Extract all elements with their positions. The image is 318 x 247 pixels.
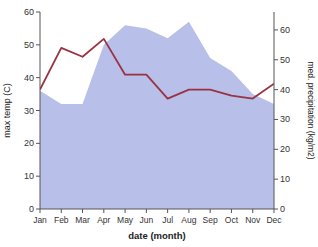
x-tick	[231, 209, 232, 213]
x-axis-label: date (month)	[128, 230, 186, 241]
y-tick	[36, 110, 40, 111]
chart: 0 10 20 30 40 50 60 0 10 20 30 40 50 60 Jan Feb Mar Apr Ma…	[0, 0, 318, 247]
y2-tick-label: 30	[280, 114, 290, 124]
x-tick-label: Dec	[266, 215, 282, 225]
y2-tick-label: 20	[280, 144, 290, 154]
x-tick	[103, 209, 104, 213]
y2-tick	[274, 29, 278, 30]
x-tick	[252, 209, 253, 213]
y2-axis-line	[274, 12, 275, 209]
background	[0, 0, 318, 247]
y-tick-label: 20	[24, 138, 34, 148]
x-tick-label: Jan	[33, 215, 47, 225]
y2-tick	[274, 179, 278, 180]
x-tick-label: Feb	[54, 215, 69, 225]
x-tick	[82, 209, 83, 213]
x-tick-label: Jul	[162, 215, 173, 225]
y2-tick	[274, 59, 278, 60]
y-tick-label: 0	[29, 204, 34, 214]
y2-tick-label: 0	[280, 204, 285, 214]
x-tick	[210, 209, 211, 213]
y-tick-label: 30	[24, 106, 34, 116]
y-tick	[36, 12, 40, 13]
x-tick-label: Sep	[203, 215, 218, 225]
x-tick	[274, 209, 275, 213]
x-tick	[61, 209, 62, 213]
x-axis-line	[40, 209, 274, 210]
y-tick-label: 60	[24, 7, 34, 17]
y2-tick-label: 50	[280, 55, 290, 65]
y-tick	[36, 77, 40, 78]
y-axis-line	[40, 12, 41, 209]
y2-tick	[274, 119, 278, 120]
y-tick-label: 10	[24, 171, 34, 181]
y2-axis-label: med. precipitation (kg/m2)	[306, 61, 316, 159]
y-tick	[36, 143, 40, 144]
x-tick-label: Aug	[181, 215, 196, 225]
y2-tick-label: 40	[280, 85, 290, 95]
y-tick-label: 50	[24, 40, 34, 50]
precip-line	[40, 39, 274, 99]
x-tick	[146, 209, 147, 213]
y2-tick	[274, 149, 278, 150]
x-tick-label: May	[117, 215, 134, 225]
plot-area	[40, 22, 274, 209]
y2-tick-label: 10	[280, 174, 290, 184]
y-tick	[36, 209, 40, 210]
temp-area	[40, 22, 274, 209]
x-tick	[125, 209, 126, 213]
x-tick	[40, 209, 41, 213]
y-tick-label: 40	[24, 73, 34, 83]
x-tick-label: Mar	[75, 215, 90, 225]
y-axis-label: max temp (C)	[2, 83, 12, 138]
x-tick-label: Apr	[97, 215, 110, 225]
y2-tick-label: 60	[280, 25, 290, 35]
x-tick-label: Jun	[140, 215, 154, 225]
y-tick	[36, 44, 40, 45]
y2-tick	[274, 209, 278, 210]
x-tick-label: Oct	[225, 215, 239, 225]
y-tick	[36, 176, 40, 177]
x-tick-label: Nov	[245, 215, 261, 225]
x-tick	[167, 209, 168, 213]
x-tick	[188, 209, 189, 213]
y2-tick	[274, 89, 278, 90]
